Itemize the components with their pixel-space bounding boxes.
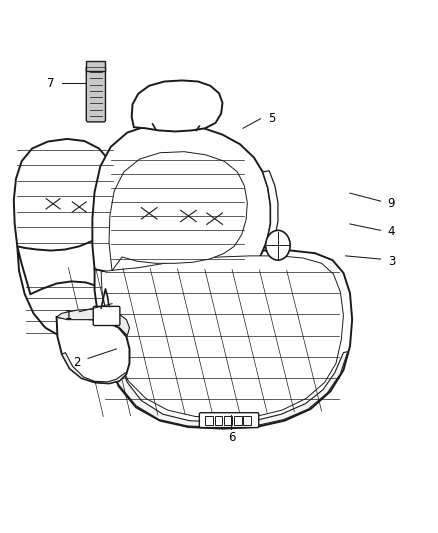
Polygon shape <box>57 317 130 383</box>
Text: 4: 4 <box>388 225 395 238</box>
Polygon shape <box>92 124 271 277</box>
Text: 7: 7 <box>47 77 55 90</box>
Text: 1: 1 <box>65 309 72 322</box>
Bar <box>215 416 223 425</box>
Bar <box>205 416 213 425</box>
Polygon shape <box>109 152 247 271</box>
Text: 6: 6 <box>228 431 236 444</box>
Polygon shape <box>62 353 127 383</box>
Text: 5: 5 <box>268 112 275 125</box>
Polygon shape <box>108 352 348 427</box>
Circle shape <box>266 230 290 260</box>
FancyBboxPatch shape <box>86 66 106 122</box>
Polygon shape <box>57 309 130 336</box>
Polygon shape <box>263 171 278 241</box>
Polygon shape <box>132 80 223 132</box>
Bar <box>86 61 106 71</box>
Text: 2: 2 <box>73 356 81 369</box>
Bar <box>224 416 232 425</box>
Text: 3: 3 <box>388 255 395 268</box>
Polygon shape <box>17 246 118 340</box>
Polygon shape <box>101 256 343 418</box>
Bar <box>234 416 242 425</box>
Text: 9: 9 <box>388 197 395 211</box>
FancyBboxPatch shape <box>93 306 120 326</box>
Polygon shape <box>95 251 352 429</box>
Bar <box>244 416 251 425</box>
Polygon shape <box>14 139 117 251</box>
FancyBboxPatch shape <box>199 413 259 427</box>
